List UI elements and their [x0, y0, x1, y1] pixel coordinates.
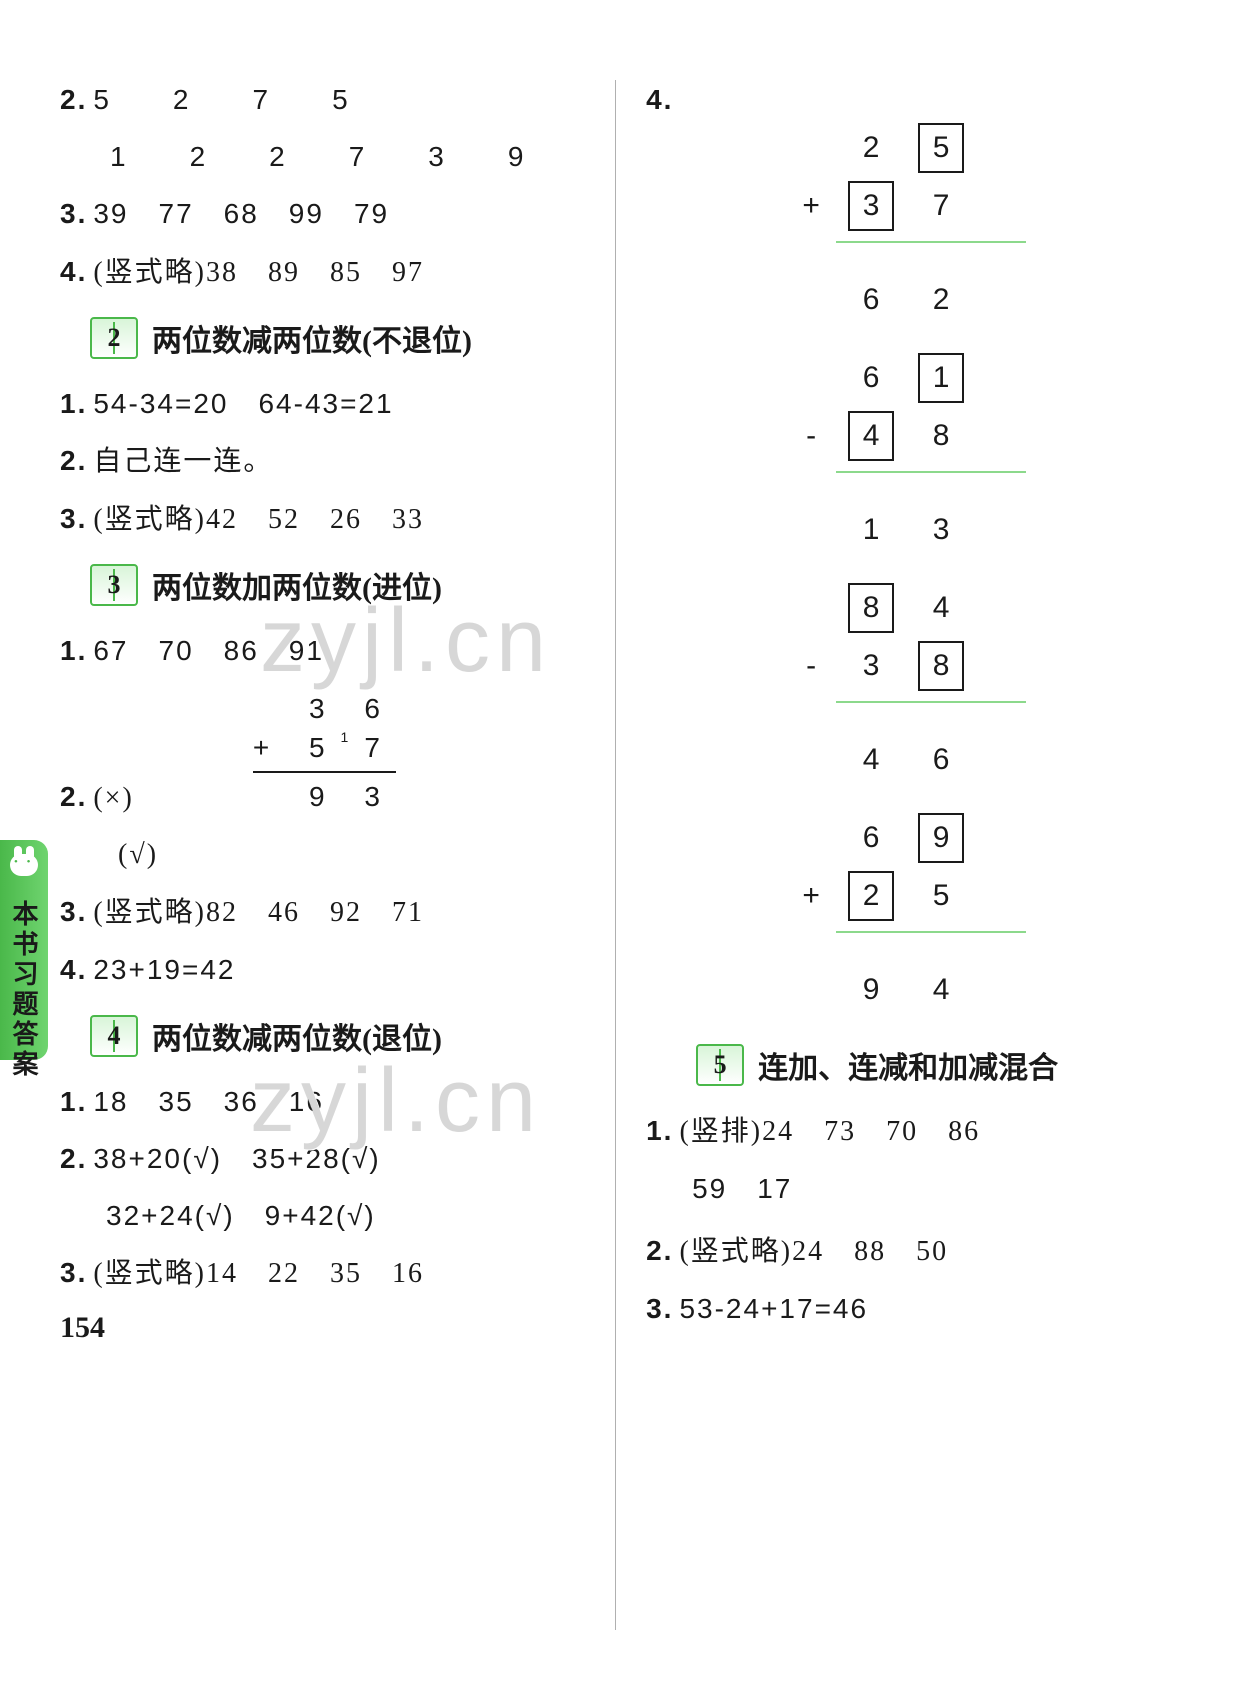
boxed-calc-2: 61 -48 13 [786, 349, 1026, 559]
answer-line: 32+24(√) 9+42(√) [106, 1196, 595, 1235]
section-title: 连加、连减和加减混合 [758, 1043, 1058, 1087]
section-title: 两位数减两位数(不退位) [152, 316, 472, 360]
vertical-calculation: 3 6 + 517 9 3 [253, 689, 396, 817]
content-columns: 2.5 2 7 5 1 2 2 7 3 9 3.39 77 68 99 79 4… [60, 80, 1200, 1630]
book-badge-icon: 5 [696, 1044, 744, 1086]
section-header-4: 4 两位数减两位数(退位) [90, 1014, 595, 1058]
answer-line: 59 17 [692, 1169, 1200, 1208]
answer-line: 2.(竖式略)24 88 50 [646, 1231, 1200, 1271]
page-number: 154 [60, 1311, 595, 1345]
boxed-calc-1: 25 +37 62 [786, 119, 1026, 329]
book-badge-icon: 4 [90, 1015, 138, 1057]
answer-line: (√) [118, 835, 595, 874]
section-title: 两位数加两位数(进位) [152, 563, 442, 607]
left-column: 2.5 2 7 5 1 2 2 7 3 9 3.39 77 68 99 79 4… [60, 80, 615, 1630]
answer-line: 3.39 77 68 99 79 [60, 194, 595, 233]
bunny-icon [10, 854, 38, 882]
book-badge-icon: 2 [90, 317, 138, 359]
answer-line: 2.5 2 7 5 [60, 80, 595, 119]
answer-line: 3.(竖式略)14 22 35 16 [60, 1253, 595, 1293]
answer-line: 2.(×) 3 6 + 517 9 3 [60, 689, 595, 818]
answer-line: 4.(竖式略)38 89 85 97 [60, 252, 595, 292]
book-badge-icon: 3 [90, 564, 138, 606]
right-column: 4. 25 +37 62 61 -48 13 84 -38 46 69 +25 … [615, 80, 1200, 1630]
section-header-5: 5 连加、连减和加减混合 [696, 1043, 1200, 1087]
answer-line: 2.自己连一连。 [60, 441, 595, 481]
answer-line: 3.(竖式略)82 46 92 71 [60, 892, 595, 932]
section-title: 两位数减两位数(退位) [152, 1014, 442, 1058]
answer-line: 1.54-34=20 64-43=21 [60, 384, 595, 423]
answer-line: 1 2 2 7 3 9 [110, 137, 595, 176]
answer-line: 3.53-24+17=46 [646, 1289, 1200, 1328]
answer-line: 4. [646, 80, 1200, 119]
boxed-calc-3: 84 -38 46 [786, 579, 1026, 789]
section-header-3: 3 两位数加两位数(进位) [90, 563, 595, 607]
answer-line: 4.23+19=42 [60, 950, 595, 989]
side-tab-label: 本书习题答案 [6, 900, 42, 1080]
answer-line: 1.18 35 36 16 [60, 1082, 595, 1121]
answer-line: 2.38+20(√) 35+28(√) [60, 1139, 595, 1178]
answer-line: 1.67 70 86 91 [60, 631, 595, 670]
section-header-2: 2 两位数减两位数(不退位) [90, 316, 595, 360]
boxed-calc-4: 69 +25 94 [786, 809, 1026, 1019]
answer-line: 3.(竖式略)42 52 26 33 [60, 499, 595, 539]
answer-line: 1.(竖排)24 73 70 86 [646, 1111, 1200, 1151]
